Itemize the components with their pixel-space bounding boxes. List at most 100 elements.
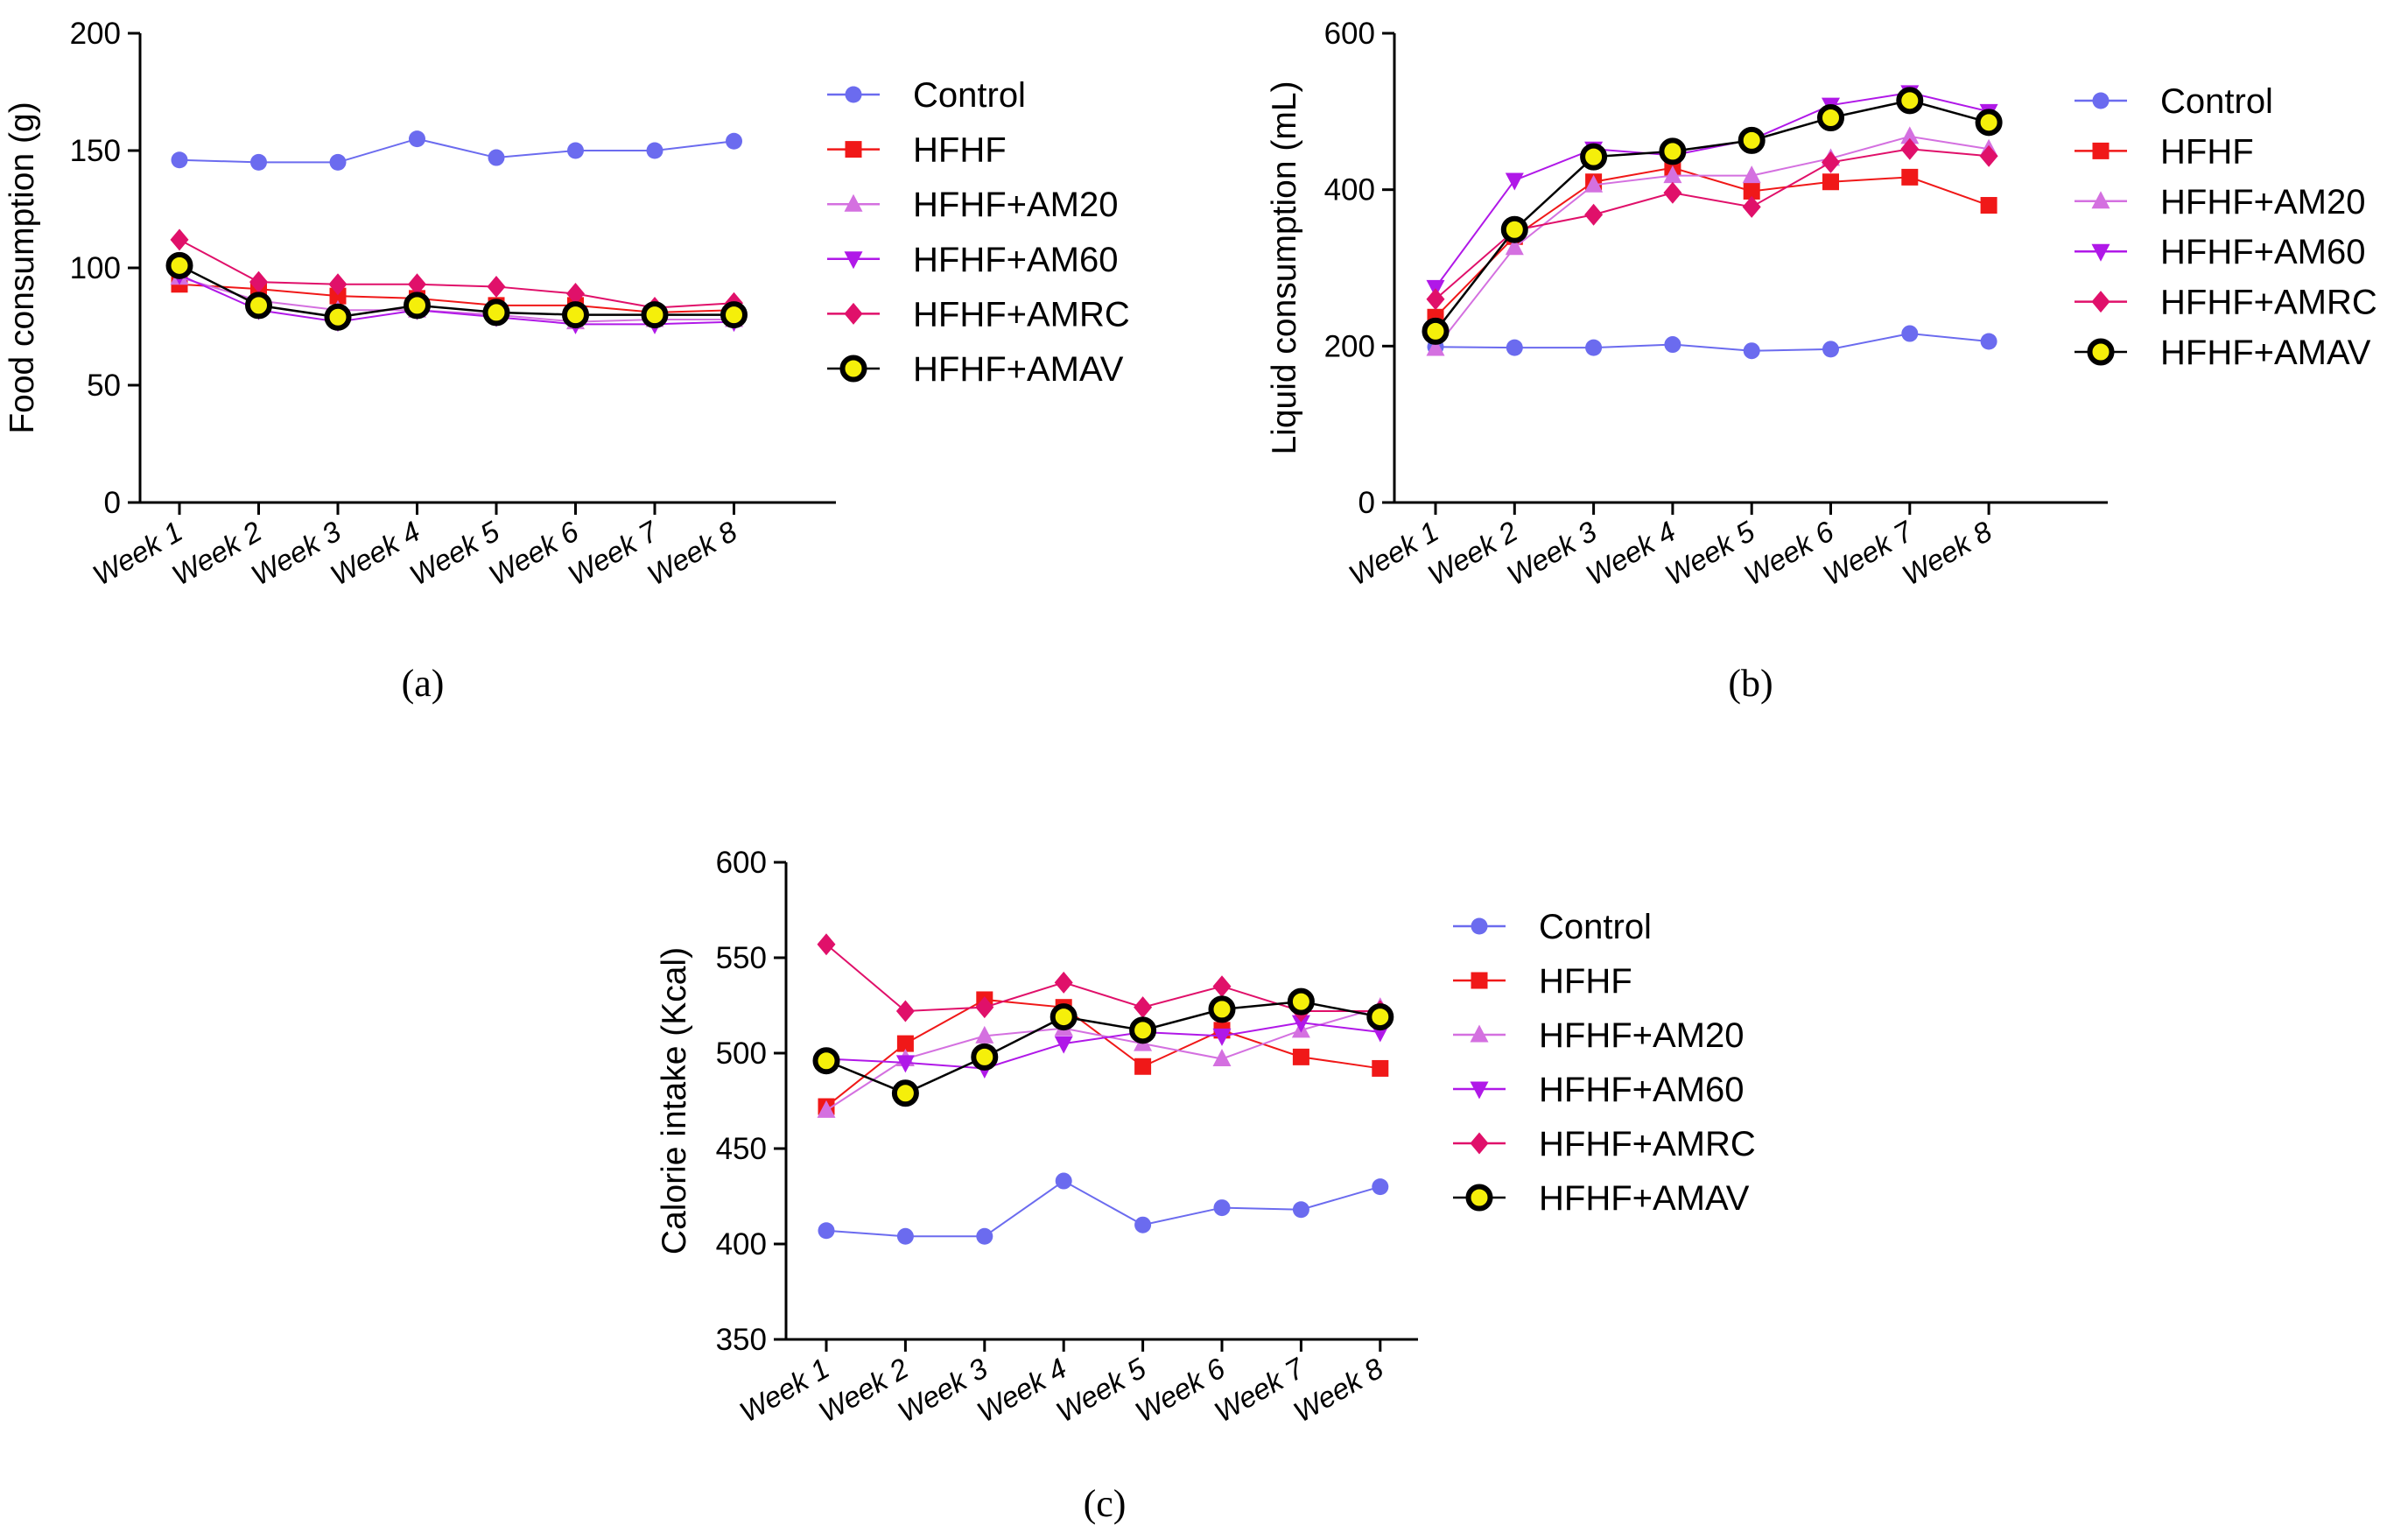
legend-item-control: Control: [1453, 908, 1652, 946]
legend-marker: [1471, 917, 1488, 935]
legend-marker: [839, 355, 867, 383]
x-tick-label: Week 2: [1422, 515, 1523, 592]
legend-marker: [845, 86, 862, 103]
data-point: [976, 1227, 993, 1245]
x-tick-label: Week 4: [1581, 515, 1681, 592]
y-tick-label: 150: [70, 134, 121, 168]
data-point: [1054, 971, 1073, 994]
x-tick-label: Week 7: [1209, 1351, 1310, 1429]
data-point: [249, 271, 268, 293]
data-point: [1050, 1003, 1078, 1031]
panel-label: (b): [1728, 662, 1773, 705]
legend-label: HFHF+AM20: [1539, 1016, 1745, 1055]
data-point: [1900, 137, 1920, 160]
x-tick-label: Week 4: [325, 515, 425, 592]
data-point: [1134, 996, 1153, 1019]
series-line: [825, 998, 1380, 1107]
data-point: [1500, 215, 1528, 243]
x-tick-label: Week 8: [1288, 1352, 1388, 1429]
series-hfhf-amav: [812, 987, 1394, 1107]
data-point: [895, 1055, 915, 1073]
legend-label: Control: [913, 76, 1026, 115]
legend-item-hfhf-am60: HFHF+AM60: [2075, 233, 2366, 271]
data-point: [1212, 1049, 1232, 1067]
data-point: [404, 292, 431, 320]
data-point: [324, 303, 352, 331]
data-point: [328, 273, 348, 296]
legend-marker: [2091, 191, 2110, 209]
legend-label: HFHF+AMRC: [2160, 284, 2377, 322]
series-control: [1427, 325, 1997, 360]
data-point: [1213, 1199, 1231, 1217]
data-point: [1054, 1036, 1073, 1054]
x-tick-label: Week 6: [1738, 515, 1839, 592]
x-tick-label: Week 5: [404, 515, 505, 592]
series-line: [179, 283, 734, 313]
legend-label: HFHF+AMAV: [2160, 334, 2371, 372]
data-point: [165, 251, 193, 279]
panel-label: (c): [1084, 1482, 1127, 1525]
legend-label: HFHF+AM20: [2160, 183, 2366, 221]
legend-item-hfhf-am20: HFHF+AM20: [1453, 1016, 1745, 1055]
legend-item-control: Control: [2075, 82, 2273, 121]
legend-marker: [844, 302, 863, 325]
data-point: [1580, 143, 1608, 171]
data-point: [646, 142, 663, 159]
legend-label: HFHF: [1539, 962, 1632, 1001]
legend-item-hfhf-amrc: HFHF+AMRC: [2075, 284, 2377, 322]
legend: Control HFHF HFHF+AM20 HFHF+AM60 HFHF+AMRC HF…: [827, 76, 1130, 389]
legend-marker: [1470, 1024, 1489, 1043]
data-point: [1901, 168, 1919, 186]
y-tick-label: 550: [716, 941, 767, 975]
series-hfhf-amav: [1422, 87, 2003, 345]
legend-marker: [2092, 92, 2110, 109]
y-tick-label: 200: [1324, 329, 1375, 363]
y-tick-label: 400: [716, 1227, 767, 1261]
y-axis-title: Food consumption (g): [4, 102, 41, 433]
series-control: [171, 130, 742, 171]
y-axis-title: Calorie intake (Kcal): [656, 947, 693, 1254]
data-point: [817, 1100, 836, 1118]
series-hfhf-am60: [1426, 85, 1998, 298]
data-point: [817, 933, 836, 956]
data-point: [1366, 1003, 1394, 1031]
data-point: [1505, 172, 1524, 191]
y-tick-label: 0: [104, 486, 121, 520]
data-point: [1901, 325, 1919, 342]
y-tick-label: 600: [1324, 17, 1375, 51]
data-point: [1134, 1058, 1152, 1075]
x-tick-label: Week 8: [642, 515, 742, 592]
series-line: [1435, 333, 1990, 352]
data-point: [170, 228, 189, 251]
legend: Control HFHF HFHF+AM20 HFHF+AM60 HFHF+AMRC HF…: [2075, 82, 2377, 372]
data-point: [971, 1043, 999, 1071]
legend-label: HFHF+AM60: [2160, 233, 2366, 271]
legend-item-hfhf-amav: HFHF+AMAV: [1453, 1179, 1750, 1218]
data-point: [891, 1079, 919, 1107]
data-point: [720, 301, 748, 329]
series-line: [825, 1022, 1380, 1070]
legend-item-hfhf-amav: HFHF+AMAV: [827, 350, 1124, 389]
data-point: [409, 130, 425, 148]
series-line: [825, 943, 1380, 1013]
data-point: [896, 1035, 914, 1052]
data-point: [1896, 87, 1924, 115]
data-point: [1663, 165, 1682, 184]
data-point: [1742, 165, 1761, 184]
data-point: [245, 292, 272, 320]
data-point: [1975, 109, 2003, 137]
data-point: [1506, 339, 1523, 356]
data-point: [1822, 341, 1839, 358]
data-point: [641, 301, 669, 329]
data-point: [975, 1025, 994, 1044]
data-point: [1212, 1028, 1232, 1046]
y-tick-label: 350: [716, 1323, 767, 1357]
data-point: [1292, 1201, 1309, 1219]
data-point: [1664, 336, 1681, 354]
data-point: [896, 1227, 914, 1245]
legend-label: HFHF+AM60: [1539, 1071, 1745, 1109]
legend-label: HFHF+AM20: [913, 186, 1119, 224]
x-tick-label: Week 6: [1130, 1352, 1231, 1429]
